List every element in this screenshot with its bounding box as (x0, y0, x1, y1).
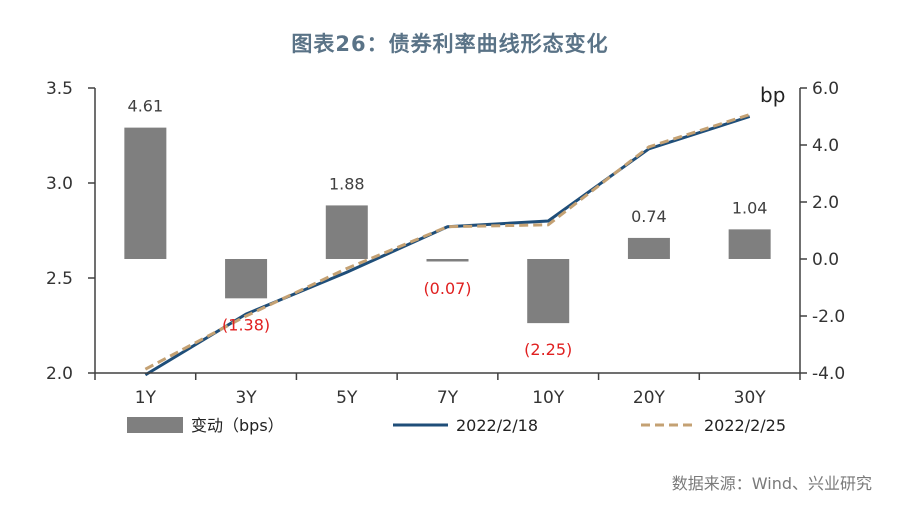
series-line-2022-2-18 (144, 115, 751, 377)
x-tick-label-5Y: 5Y (336, 388, 358, 408)
x-tick-label-20Y: 20Y (633, 388, 666, 408)
right-tick-label: 6.0 (812, 79, 839, 99)
data-label-30Y: 1.04 (732, 198, 768, 217)
bar-20Y (627, 237, 670, 259)
right-axis-unit-label: bp (760, 83, 785, 107)
x-tick-label-7Y: 7Y (437, 388, 459, 408)
legend-label-2022-2-25: 2022/2/25 (704, 416, 786, 435)
left-tick-label: 2.5 (46, 269, 73, 289)
x-tick-label-1Y: 1Y (135, 388, 157, 408)
data-label-3Y: (1.38) (222, 315, 270, 334)
right-tick-label: 0.0 (812, 250, 839, 270)
bar-5Y (325, 205, 368, 259)
right-tick-label: -2.0 (812, 307, 845, 327)
right-tick-label: 4.0 (812, 136, 839, 156)
data-label-5Y: 1.88 (329, 174, 365, 193)
right-tick-label: 2.0 (812, 193, 839, 213)
legend-label-2022-2-18: 2022/2/18 (456, 416, 538, 435)
data-label-1Y: 4.61 (128, 97, 164, 116)
left-tick-label: 3.0 (46, 174, 73, 194)
bar-10Y (527, 259, 570, 324)
lines-layer (144, 113, 751, 377)
left-tick-label: 2.0 (46, 364, 73, 384)
legend-label-bar: 变动（bps） (191, 416, 284, 435)
chart-title: 图表26：债券利率曲线形态变化 (291, 32, 609, 56)
legend-swatch-bar (127, 417, 183, 433)
bar-30Y (728, 229, 771, 259)
left-tick-label: 3.5 (46, 79, 73, 99)
bar-1Y (124, 127, 167, 260)
x-tick-label-3Y: 3Y (235, 388, 257, 408)
axes-layer: 2.0 2.5 3.0 3.5 -4.0 -2.0 0.0 2.0 4.0 6.0 bp 1Y 3Y 5Y… (46, 79, 845, 408)
x-tick-label-30Y: 30Y (734, 388, 767, 408)
labels-layer: 4.61 (1.38) 1.88 (0.07) (2.25) 0.74 1.04 (128, 97, 768, 360)
legend: 变动（bps） 2022/2/18 2022/2/25 (127, 416, 786, 435)
right-tick-label: -4.0 (812, 364, 845, 384)
x-tick-label-10Y: 10Y (532, 388, 565, 408)
data-label-20Y: 0.74 (631, 207, 667, 226)
bars-layer (124, 127, 771, 324)
source-note: 数据来源：Wind、兴业研究 (671, 474, 872, 493)
bar-3Y (225, 259, 268, 299)
data-label-7Y: (0.07) (423, 279, 471, 298)
series-line-2022-2-25 (144, 113, 751, 371)
bar-7Y (426, 259, 469, 262)
data-label-10Y: (2.25) (524, 340, 572, 359)
